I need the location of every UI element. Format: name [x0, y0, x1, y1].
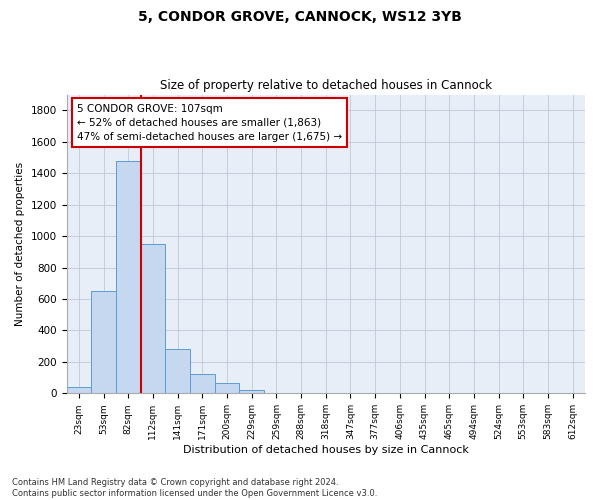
Bar	[215, 383, 239, 394]
Bar	[91, 291, 116, 394]
Y-axis label: Number of detached properties: Number of detached properties	[15, 162, 25, 326]
Title: Size of property relative to detached houses in Cannock: Size of property relative to detached ho…	[160, 79, 492, 92]
Bar	[116, 160, 140, 394]
Bar	[190, 374, 215, 394]
Text: 5 CONDOR GROVE: 107sqm
← 52% of detached houses are smaller (1,863)
47% of semi-: 5 CONDOR GROVE: 107sqm ← 52% of detached…	[77, 104, 342, 142]
Bar	[140, 244, 165, 394]
Bar	[264, 392, 289, 394]
Bar	[239, 390, 264, 394]
Text: Contains HM Land Registry data © Crown copyright and database right 2024.
Contai: Contains HM Land Registry data © Crown c…	[12, 478, 377, 498]
Bar	[165, 350, 190, 394]
Bar	[67, 387, 91, 394]
X-axis label: Distribution of detached houses by size in Cannock: Distribution of detached houses by size …	[183, 445, 469, 455]
Text: 5, CONDOR GROVE, CANNOCK, WS12 3YB: 5, CONDOR GROVE, CANNOCK, WS12 3YB	[138, 10, 462, 24]
